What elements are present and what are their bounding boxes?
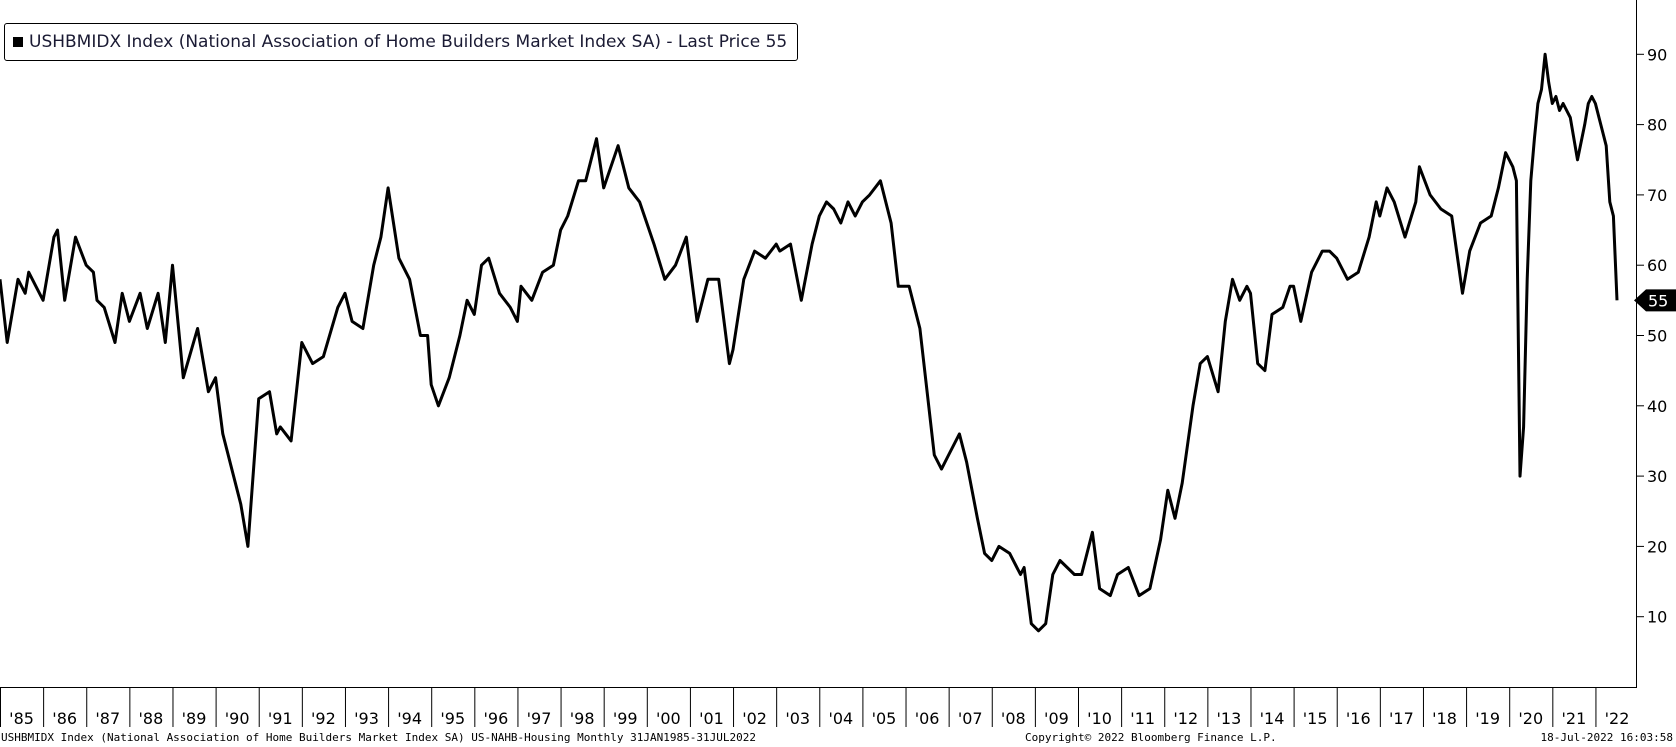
- x-tick-label: '14: [1260, 709, 1285, 728]
- x-tick-label: '04: [828, 709, 853, 728]
- x-tick-label: '15: [1303, 709, 1328, 728]
- x-tick-label: '19: [1475, 709, 1500, 728]
- legend-swatch-icon: [13, 37, 23, 47]
- x-tick-label: '13: [1217, 709, 1242, 728]
- y-tick-label: 70: [1647, 186, 1667, 205]
- x-tick-label: '05: [872, 709, 897, 728]
- x-tick-label: '94: [397, 709, 422, 728]
- legend: USHBMIDX Index (National Association of …: [4, 23, 799, 61]
- x-tick-label: '90: [225, 709, 250, 728]
- x-tick-label: '87: [95, 709, 120, 728]
- last-price-label: 55: [1648, 291, 1668, 310]
- x-tick-label: '85: [9, 709, 34, 728]
- x-tick-label: '89: [182, 709, 207, 728]
- x-tick-label: '91: [268, 709, 293, 728]
- y-tick-label: 60: [1647, 256, 1667, 275]
- x-tick-label: '01: [699, 709, 724, 728]
- y-tick-label: 20: [1647, 537, 1667, 556]
- x-tick-label: '09: [1044, 709, 1069, 728]
- y-tick-label: 40: [1647, 397, 1667, 416]
- x-tick-label: '00: [656, 709, 681, 728]
- y-axis-ticks: 10 20 30 40 50 60 70 80 90: [1636, 45, 1667, 627]
- last-price-tag-shape: [1634, 289, 1676, 312]
- legend-label: USHBMIDX Index (National Association of …: [29, 32, 788, 52]
- x-tick-label: '06: [915, 709, 940, 728]
- x-tick-label: '92: [311, 709, 336, 728]
- footer-timestamp: 18-Jul-2022 16:03:58: [1540, 731, 1673, 744]
- footer-copyright: Copyright© 2022 Bloomberg Finance L.P.: [1025, 731, 1277, 744]
- x-tick-label: '17: [1389, 709, 1414, 728]
- series-line-layer: [0, 52, 1619, 633]
- x-tick-label: '99: [613, 709, 638, 728]
- x-axis-ticks: '85 '86 '87 '88 '89 '90 '91 '92 '93 '94 '95 '96 '97 '…: [0, 687, 1630, 728]
- x-tick-label: '12: [1173, 709, 1198, 728]
- x-tick-label: '98: [570, 709, 595, 728]
- x-tick-label: '86: [52, 709, 77, 728]
- x-tick-label: '07: [958, 709, 983, 728]
- x-tick-label: '20: [1518, 709, 1543, 728]
- x-tick-label: '93: [354, 709, 379, 728]
- y-tick-label: 30: [1647, 467, 1667, 486]
- x-tick-label: '88: [139, 709, 164, 728]
- x-tick-label: '03: [785, 709, 810, 728]
- x-tick-label: '95: [440, 709, 465, 728]
- x-tick-label: '08: [1001, 709, 1026, 728]
- x-tick-label: '21: [1561, 709, 1586, 728]
- x-tick-label: '02: [742, 709, 767, 728]
- y-tick-label: 80: [1647, 116, 1667, 135]
- footer-description: USHBMIDX Index (National Association of …: [1, 731, 756, 744]
- series-line-0: [0, 52, 1619, 633]
- x-tick-label: '16: [1346, 709, 1371, 728]
- y-tick-label: 50: [1647, 327, 1667, 346]
- x-tick-label: '10: [1087, 709, 1112, 728]
- y-tick-label: 10: [1647, 608, 1667, 627]
- x-tick-label: '18: [1432, 709, 1457, 728]
- x-tick-label: '96: [483, 709, 508, 728]
- last-price-marker: 55: [1634, 289, 1676, 312]
- y-tick-label: 90: [1647, 45, 1667, 64]
- x-tick-label: '11: [1130, 709, 1155, 728]
- x-tick-label: '97: [527, 709, 552, 728]
- x-tick-label: '22: [1605, 709, 1630, 728]
